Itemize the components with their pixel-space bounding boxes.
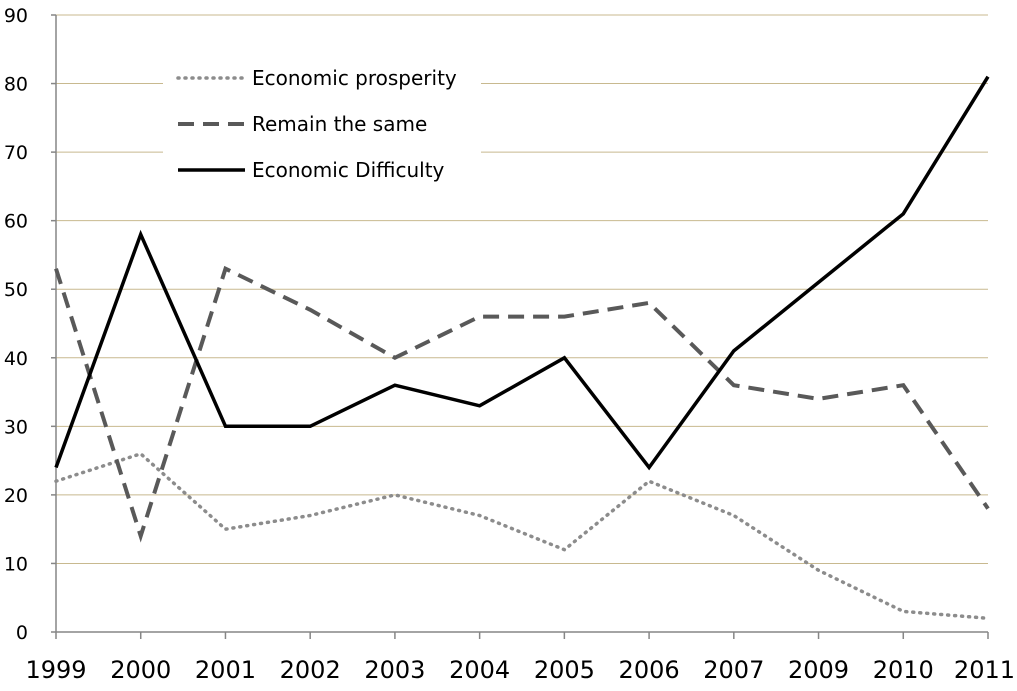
legend-label-1: Economic prosperity: [252, 66, 457, 90]
legend: Economic prosperity Remain the same Econom…: [163, 56, 481, 197]
y-tick-label-50: 50: [4, 279, 28, 301]
y-tick-label-10: 10: [4, 553, 28, 575]
y-tick-label-90: 90: [4, 5, 28, 27]
x-tick-label-2009: 2009: [788, 656, 849, 684]
y-tick-label-30: 30: [4, 416, 28, 438]
x-tick-label-2003: 2003: [364, 656, 425, 684]
x-tick-label-2007: 2007: [703, 656, 764, 684]
x-tick-label-2002: 2002: [280, 656, 341, 684]
series-line-economic-prosperity: [54, 451, 990, 621]
legend-background: [163, 56, 481, 197]
y-tick-label-80: 80: [4, 74, 28, 96]
x-tick-label-2010: 2010: [873, 656, 934, 684]
y-tick-label-40: 40: [4, 348, 28, 370]
y-tick-label-0: 0: [16, 622, 28, 644]
series-lines: [54, 75, 990, 621]
x-tick-label-2001: 2001: [195, 656, 256, 684]
axes: 0 10 20 30 40 50 60 70 80 90 1999 2000 2001 2002 2003 2…: [4, 5, 1015, 684]
legend-label-2: Remain the same: [252, 112, 427, 136]
series-line-economic-difficulty: [54, 75, 990, 471]
x-tick-label-2005: 2005: [534, 656, 595, 684]
legend-label-3: Economic Difficulty: [252, 158, 445, 182]
x-tick-label-2011: 2011: [954, 656, 1015, 684]
x-tick-label-2006: 2006: [619, 656, 680, 684]
x-tick-label-2004: 2004: [449, 656, 510, 684]
y-tick-label-20: 20: [4, 485, 28, 507]
y-tick-label-70: 70: [4, 142, 28, 164]
y-tick-label-60: 60: [4, 211, 28, 233]
x-tick-label-2000: 2000: [110, 656, 171, 684]
x-tick-label-1999: 1999: [25, 656, 86, 684]
series-line-remain-the-same: [54, 265, 990, 543]
